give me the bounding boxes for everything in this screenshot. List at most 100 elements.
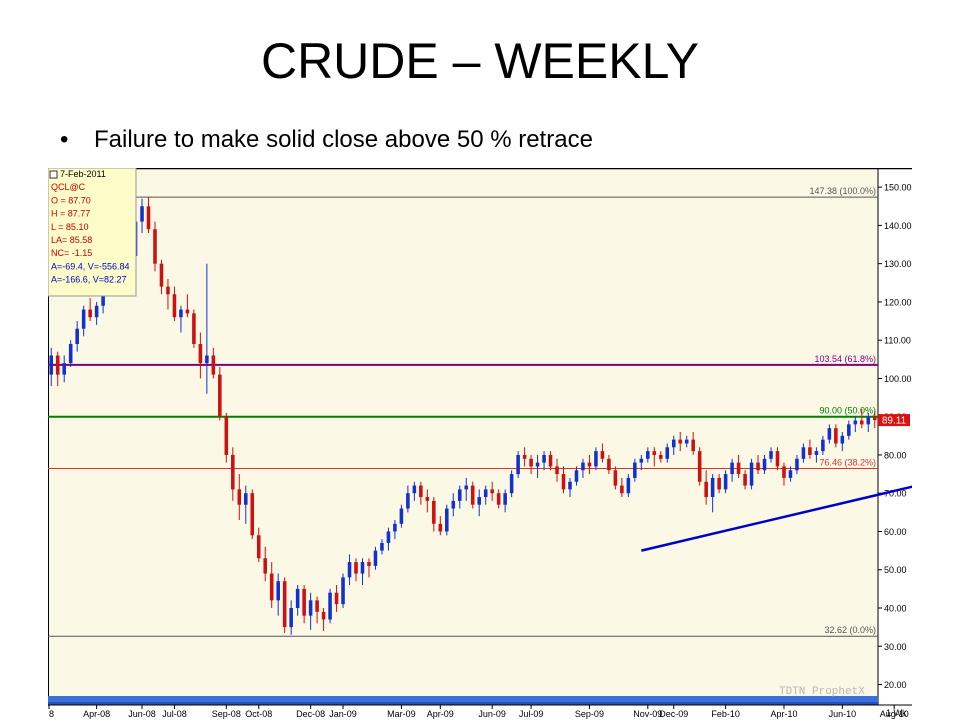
candle <box>224 412 229 463</box>
candle <box>328 588 332 624</box>
info-box-line: A=-166.6, V=82.27 <box>51 275 127 285</box>
candle-body <box>159 263 164 287</box>
x-tick-label: Sep-08 <box>212 709 241 719</box>
candle-body <box>276 581 280 601</box>
y-tick-label: 80.00 <box>884 450 907 460</box>
candle-body <box>198 344 203 364</box>
candle <box>808 439 812 459</box>
x-tick-label: Nov-09 <box>633 709 662 719</box>
candle-body <box>425 497 430 501</box>
candle-body <box>464 485 469 490</box>
candle-body <box>224 416 229 455</box>
candle-body <box>321 611 326 620</box>
level-label: 103.54 (61.8%) <box>814 354 876 364</box>
candle <box>678 432 683 452</box>
candle <box>477 489 481 517</box>
candle <box>367 558 371 578</box>
candle-body <box>62 363 66 375</box>
candle-body <box>55 355 60 375</box>
info-box-line: NC= -1.15 <box>51 248 92 258</box>
candle <box>509 470 514 498</box>
candle-body <box>269 573 274 601</box>
candle-body <box>808 447 812 455</box>
candle-body <box>192 313 196 344</box>
candle <box>373 546 378 570</box>
x-tick-label: Jul-09 <box>519 709 544 719</box>
candle <box>821 435 825 455</box>
candle <box>231 447 235 501</box>
x-tick-label: Jun-08 <box>128 709 156 719</box>
candle-body <box>360 562 365 574</box>
candle-body <box>250 493 255 536</box>
info-box-line: L = 85.10 <box>51 222 88 232</box>
candle-body <box>788 470 793 478</box>
candle <box>198 332 203 379</box>
candle <box>81 305 86 337</box>
candle <box>613 466 618 490</box>
candle-body <box>821 439 825 452</box>
x-tick-label: Dec-09 <box>659 709 688 719</box>
candle <box>607 454 611 475</box>
candle-body <box>684 439 689 444</box>
candle-body <box>146 206 151 230</box>
candle-body <box>762 458 767 471</box>
candle-body <box>308 600 313 616</box>
candle <box>639 454 644 471</box>
candle-body <box>81 309 86 329</box>
candle <box>315 596 319 624</box>
last-price-marker: 89.11 <box>878 414 910 427</box>
candle-body <box>289 608 293 628</box>
watermark: TDTN ProphetX <box>779 686 865 698</box>
x-tick-label: Aug-10 <box>880 709 909 719</box>
candle-body <box>697 451 702 482</box>
candle <box>568 477 572 498</box>
candle <box>354 558 358 582</box>
candle-body <box>665 447 670 459</box>
candle <box>483 485 488 505</box>
candle-body <box>393 523 397 532</box>
slide-title: CRUDE – WEEKLY <box>260 33 700 89</box>
candle <box>723 470 728 494</box>
y-tick-label: 110.00 <box>884 336 911 346</box>
candle <box>211 347 216 379</box>
candle <box>704 470 708 505</box>
candle-body <box>710 477 715 498</box>
candle <box>814 447 819 463</box>
candle <box>496 489 501 509</box>
candle <box>756 454 760 475</box>
candle-body <box>581 462 585 471</box>
y-tick-label: 60.00 <box>884 527 907 537</box>
candle <box>438 516 443 536</box>
y-tick-label: 70.00 <box>884 489 907 499</box>
candle <box>743 470 747 490</box>
candle-body <box>658 454 663 459</box>
support-trendline <box>641 485 912 552</box>
candle <box>237 474 242 520</box>
candle <box>406 485 410 513</box>
candle <box>218 366 222 421</box>
candle <box>88 298 92 322</box>
candle-body <box>438 523 443 532</box>
candle <box>529 454 533 475</box>
candle-body <box>406 493 410 509</box>
candle-body <box>872 416 877 421</box>
candle-body <box>568 481 572 490</box>
candle <box>94 301 99 325</box>
candle-body <box>302 588 306 616</box>
candle <box>503 489 507 513</box>
candle-body <box>412 485 417 494</box>
candle-body <box>717 477 721 490</box>
x-tick-label: Jan-09 <box>329 709 357 719</box>
candle-body <box>756 462 760 471</box>
candle-body <box>860 420 864 425</box>
candle-body <box>419 485 423 498</box>
candle-body <box>68 344 73 364</box>
info-box-toggle-icon[interactable] <box>49 170 58 179</box>
candle <box>185 294 190 318</box>
y-tick-label: 150.00 <box>884 183 912 193</box>
candle-body <box>853 420 858 425</box>
candle <box>665 443 670 463</box>
candle-body <box>529 458 533 467</box>
x-tick-label: 8 <box>49 709 54 719</box>
info-box-line: QCL@C <box>51 182 86 192</box>
